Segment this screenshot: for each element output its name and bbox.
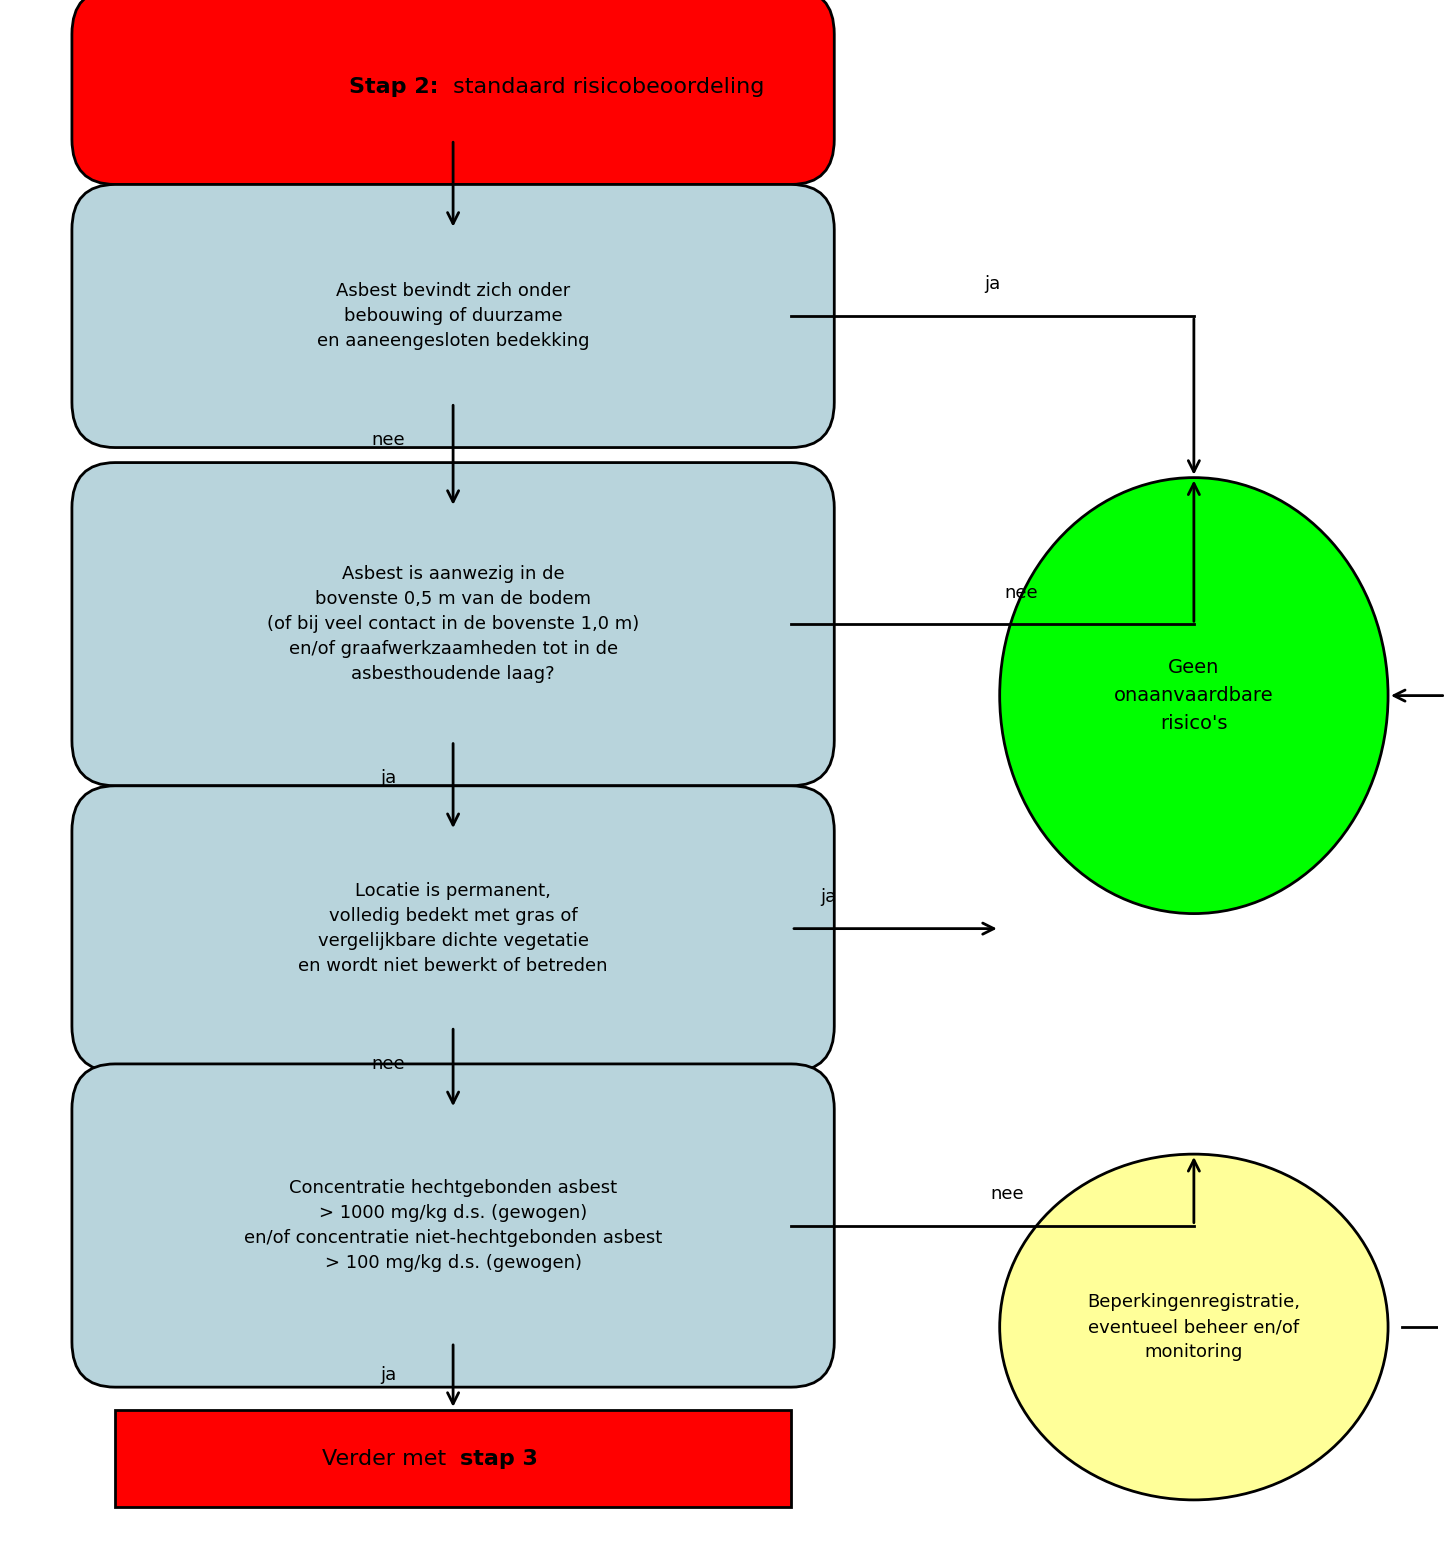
- FancyBboxPatch shape: [72, 786, 835, 1071]
- Text: Stap 2:: Stap 2:: [349, 77, 439, 97]
- Text: Geen
onaanvaardbare
risico's: Geen onaanvaardbare risico's: [1115, 658, 1274, 732]
- Ellipse shape: [999, 477, 1388, 913]
- Text: standaard risicobeoordeling: standaard risicobeoordeling: [446, 77, 764, 97]
- Text: stap 3: stap 3: [461, 1449, 539, 1469]
- Text: nee: nee: [991, 1185, 1024, 1204]
- FancyBboxPatch shape: [72, 1065, 835, 1387]
- Text: Verder met: Verder met: [322, 1449, 453, 1469]
- Text: ja: ja: [380, 1366, 397, 1384]
- Text: Asbest is aanwezig in de
bovenste 0,5 m van de bodem
(of bij veel contact in de : Asbest is aanwezig in de bovenste 0,5 m …: [267, 565, 640, 683]
- Ellipse shape: [999, 1154, 1388, 1500]
- Text: Concentratie hechtgebonden asbest
> 1000 mg/kg d.s. (gewogen)
en/of concentratie: Concentratie hechtgebonden asbest > 1000…: [244, 1179, 663, 1272]
- Text: ja: ja: [380, 769, 397, 788]
- Text: nee: nee: [371, 431, 406, 450]
- Text: Locatie is permanent,
volledig bedekt met gras of
vergelijkbare dichte vegetatie: Locatie is permanent, volledig bedekt me…: [299, 882, 608, 975]
- Text: ja: ja: [820, 888, 836, 905]
- Text: nee: nee: [1005, 584, 1038, 601]
- FancyBboxPatch shape: [72, 462, 835, 786]
- Text: Beperkingenregistratie,
eventueel beheer en/of
monitoring: Beperkingenregistratie, eventueel beheer…: [1087, 1293, 1301, 1361]
- Text: Asbest bevindt zich onder
bebouwing of duurzame
en aaneengesloten bedekking: Asbest bevindt zich onder bebouwing of d…: [316, 283, 589, 351]
- FancyBboxPatch shape: [72, 0, 835, 184]
- Text: ja: ja: [985, 275, 1001, 294]
- FancyBboxPatch shape: [72, 184, 835, 448]
- FancyBboxPatch shape: [116, 1409, 791, 1508]
- Text: nee: nee: [371, 1055, 406, 1072]
